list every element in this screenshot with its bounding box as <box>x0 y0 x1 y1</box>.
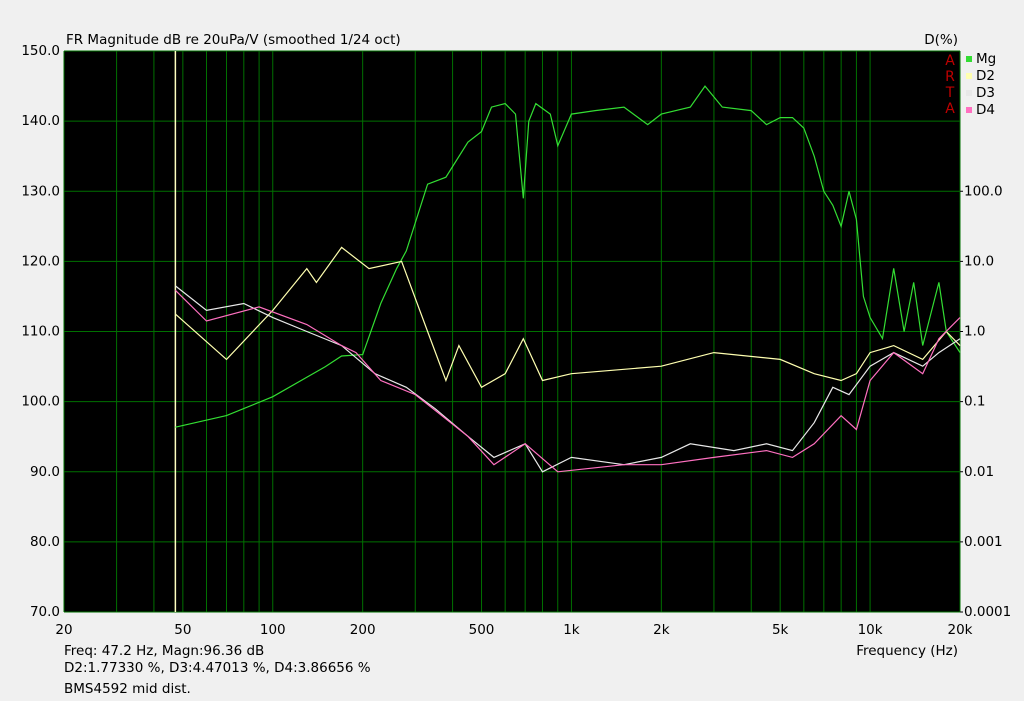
legend-label: D3 <box>976 85 995 101</box>
legend-label: Mg <box>976 51 996 67</box>
series-line <box>175 85 961 428</box>
y2-tick-label: 1.0 <box>964 324 985 340</box>
y2-tick-label: 100.0 <box>964 183 1003 199</box>
legend-swatch <box>966 73 972 79</box>
x-tick-label: 100 <box>260 622 286 638</box>
series-line <box>175 246 961 389</box>
x-tick-label: 500 <box>469 622 495 638</box>
legend-swatch <box>966 56 972 62</box>
legend-label: D2 <box>976 68 995 84</box>
logo: ARTA <box>942 53 958 117</box>
series-line <box>175 285 961 473</box>
y-tick-label: 100.0 <box>21 394 60 410</box>
y2-tick-label: 0.0001 <box>964 604 1011 620</box>
y-tick-label: 140.0 <box>21 113 60 129</box>
note: BMS4592 mid dist. <box>64 681 191 697</box>
legend-label: D4 <box>976 102 995 118</box>
x-tick-label: 5k <box>772 622 789 638</box>
series-line <box>174 289 961 473</box>
legend-swatch <box>966 90 972 96</box>
y2-axis-label: D(%) <box>924 32 958 48</box>
y-tick-label: 80.0 <box>30 534 60 550</box>
y-tick-label: 150.0 <box>21 43 60 59</box>
y-tick-label: 120.0 <box>21 253 60 269</box>
x-tick-label: 10k <box>858 622 883 638</box>
chart-title: FR Magnitude dB re 20uPa/V (smoothed 1/2… <box>66 32 401 48</box>
y-tick-label: 130.0 <box>21 183 60 199</box>
cursor-readout: Freq: 47.2 Hz, Magn:96.36 dB <box>64 643 264 659</box>
cursor-readout: D2:1.77330 %, D3:4.47013 %, D4:3.86656 % <box>64 660 371 676</box>
y2-tick-label: 0.1 <box>964 394 985 410</box>
x-tick-label: 50 <box>174 622 191 638</box>
x-tick-label: 1k <box>563 622 580 638</box>
x-tick-label: 20k <box>948 622 973 638</box>
y2-tick-label: 0.001 <box>964 534 1003 550</box>
x-tick-label: 200 <box>350 622 376 638</box>
y-tick-label: 70.0 <box>30 604 60 620</box>
legend-swatch <box>966 107 972 113</box>
x-axis-label: Frequency (Hz) <box>856 643 958 659</box>
x-tick-label: 20 <box>55 622 72 638</box>
y-tick-label: 110.0 <box>21 324 60 340</box>
x-tick-label: 2k <box>653 622 670 638</box>
y-tick-label: 90.0 <box>30 464 60 480</box>
y2-tick-label: 0.01 <box>964 464 994 480</box>
y2-tick-label: 10.0 <box>964 253 994 269</box>
